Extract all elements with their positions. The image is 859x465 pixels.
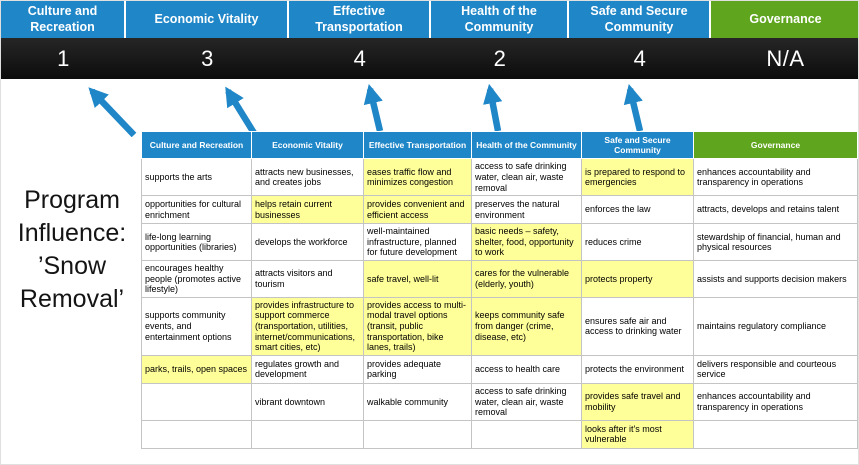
- table-cell: cares for the vulnerable (elderly, youth…: [471, 260, 582, 298]
- table-cell: develops the workforce: [251, 223, 364, 262]
- table-header-cell: Culture and Recreation: [141, 130, 252, 160]
- score-value-1: 3: [201, 45, 214, 71]
- table-cell: protects the environment: [581, 354, 694, 384]
- table-cell: attracts, develops and retains talent: [693, 195, 858, 225]
- table-cell: [693, 419, 858, 449]
- table-cell: [141, 382, 252, 421]
- table-row: supports the arts attracts new businesses…: [141, 158, 858, 197]
- table-cell: life-long learning opportunities (librar…: [141, 223, 252, 262]
- category-header-1: Economic Vitality: [126, 1, 289, 38]
- table-cell: well-maintained infrastructure, planned …: [363, 223, 472, 262]
- table-cell: opportunities for cultural enrichment: [141, 195, 252, 225]
- up-arrow-icon: [623, 83, 644, 132]
- table-cell: vibrant downtown: [251, 382, 364, 421]
- table-cell: [471, 419, 582, 449]
- table-row: encourages healthy people (promotes acti…: [141, 260, 858, 298]
- table-cell: supports community events, and entertain…: [141, 296, 252, 356]
- score-value-4: 4: [633, 45, 647, 71]
- table-cell: eases traffic flow and minimizes congest…: [363, 158, 472, 197]
- table-row: supports community events, and entertain…: [141, 296, 858, 356]
- table-cell: [141, 419, 252, 449]
- table-cell: preserves the natural environment: [471, 195, 582, 225]
- table-row: parks, trails, open spaces regulates grow…: [141, 354, 858, 384]
- table-header-cell: Effective Transportation: [363, 130, 472, 160]
- table-header-cell: Economic Vitality: [251, 130, 364, 160]
- category-header-2: Effective Transportation: [289, 1, 431, 38]
- table-cell: maintains regulatory compliance: [693, 296, 858, 356]
- table-cell: access to health care: [471, 354, 582, 384]
- table-cell: parks, trails, open spaces: [141, 354, 252, 384]
- category-header-4: Safe and Secure Community: [569, 1, 711, 38]
- table-cell: helps retain current businesses: [251, 195, 364, 225]
- category-header-5: Governance: [711, 1, 858, 38]
- table-row: opportunities for cultural enrichment hel…: [141, 195, 858, 225]
- table-cell: reduces crime: [581, 223, 694, 262]
- table-cell: [251, 419, 364, 449]
- table-cell: provides access to multi-modal travel op…: [363, 296, 472, 356]
- table-cell: delivers responsible and courteous servi…: [693, 354, 858, 384]
- table-cell: protects property: [581, 260, 694, 298]
- category-header-3: Health of the Community: [431, 1, 569, 38]
- table-cell: assists and supports decision makers: [693, 260, 858, 298]
- table-row: looks after it's most vulnerable: [141, 419, 858, 449]
- table-header-cell: Safe and Secure Community: [581, 130, 694, 160]
- score-value-3: 2: [493, 45, 507, 71]
- up-arrow-icon: [225, 86, 257, 135]
- table-cell: attracts new businesses, and creates job…: [251, 158, 364, 197]
- table-cell: enforces the law: [581, 195, 694, 225]
- table-cell: keeps community safe from danger (crime,…: [471, 296, 582, 356]
- table-cell: access to safe drinking water, clean air…: [471, 382, 582, 421]
- score-value-2: 4: [353, 45, 367, 71]
- up-arrow-icon: [483, 83, 503, 132]
- table-cell: supports the arts: [141, 158, 252, 197]
- table-cell: provides convenient and efficient access: [363, 195, 472, 225]
- table-cell: basic needs – safety, shelter, food, opp…: [471, 223, 582, 262]
- table-cell: stewardship of financial, human and phys…: [693, 223, 858, 262]
- table-cell: enhances accountability and transparency…: [693, 158, 858, 197]
- table-cell: looks after it's most vulnerable: [581, 419, 694, 449]
- table-header-cell: Governance: [693, 130, 858, 160]
- table-cell: is prepared to respond to emergencies: [581, 158, 694, 197]
- table-cell: attracts visitors and tourism: [251, 260, 364, 298]
- up-arrow-icon: [363, 83, 384, 132]
- table-cell: encourages healthy people (promotes acti…: [141, 260, 252, 298]
- table-row: vibrant downtown walkable community access…: [141, 382, 858, 421]
- score-value-0: 1: [57, 45, 70, 71]
- table-cell: provides safe travel and mobility: [581, 382, 694, 421]
- table-cell: enhances accountability and transparency…: [693, 382, 858, 421]
- table-row: life-long learning opportunities (librar…: [141, 223, 858, 262]
- table-header-cell: Health of the Community: [471, 130, 582, 160]
- arrows-layer: [88, 83, 644, 137]
- category-header-0: Culture and Recreation: [1, 1, 126, 38]
- table-cell: safe travel, well-lit: [363, 260, 472, 298]
- influence-table: Culture and Recreation Economic Vitality E…: [141, 130, 858, 449]
- program-influence-label: Program Influence: ’Snow Removal’: [17, 186, 127, 313]
- table-cell: provides infrastructure to support comme…: [251, 296, 364, 356]
- category-banner: Culture and Recreation Economic Vitality E…: [1, 1, 858, 38]
- table-cell: provides adequate parking: [363, 354, 472, 384]
- table-cell: [363, 419, 472, 449]
- score-row: 1 3 4 2 4 N/A: [1, 38, 858, 79]
- table-cell: ensures safe air and access to drinking …: [581, 296, 694, 356]
- table-cell: access to safe drinking water, clean air…: [471, 158, 582, 197]
- table-cell: walkable community: [363, 382, 472, 421]
- up-arrow-icon: [88, 87, 137, 137]
- table-cell: regulates growth and development: [251, 354, 364, 384]
- score-value-5: N/A: [766, 45, 805, 71]
